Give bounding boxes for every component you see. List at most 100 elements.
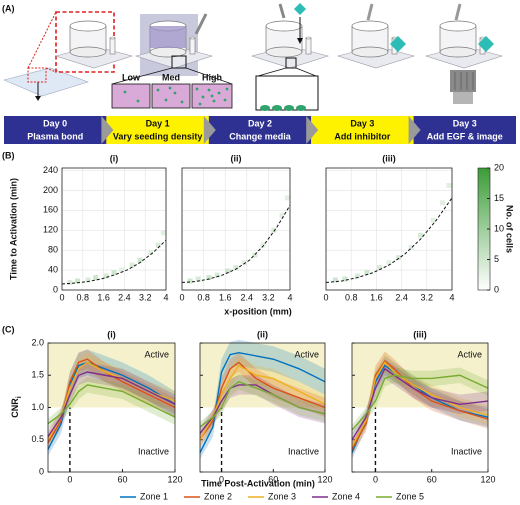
x-tick-label: 2.4 [395,292,408,302]
y-tick-label: 200 [43,185,58,195]
cell-bin [418,232,423,238]
cell-bin [147,250,153,256]
cell-bin [342,276,348,282]
plot-area [62,168,166,290]
y-axis-label: CNRi [10,396,22,418]
x-tick-label: 120 [167,474,182,484]
plot-title: (ii) [257,329,268,339]
series-line [199,364,326,441]
x-tick-label: 60 [117,474,127,484]
inhibitor-icon [337,3,415,69]
legend-label: Zone 1 [140,491,168,501]
cell-bin [241,260,247,266]
timeline-day: Day 2 [248,118,272,128]
annotation: Inactive [288,446,319,456]
error-band [352,367,488,436]
series-line [199,380,326,428]
timeline-arrow [203,116,216,144]
plot-frame [325,167,453,291]
timeline-action: Change media [229,131,292,141]
error-band [48,349,175,456]
x-tick-label: 2.4 [241,292,254,302]
colorbar-tick-label: 15 [494,193,504,203]
annotation: Active [294,349,319,359]
timeline-arrow [306,116,319,144]
error-band [48,362,175,443]
x-tick-label: 4 [449,292,454,302]
x-tick-label: 3.2 [262,292,275,302]
cell-bin [129,262,135,268]
cell-bin [137,257,143,263]
y-tick-label: 160 [43,205,58,215]
fit-line [181,205,291,284]
cell-bin [103,273,109,279]
cell-bin [430,217,436,223]
error-band [200,375,325,440]
cell-bin [206,275,212,281]
x-tick-label: 60 [268,474,278,484]
plot-frame [181,167,291,291]
cell-bin [160,230,166,236]
y-axis-label: Time to Activation (min) [8,178,18,280]
y-tick-label: 40 [48,264,58,274]
legend-label: Zone 2 [204,491,232,501]
timeline-step [4,116,107,144]
colorbar-tick-label: 10 [494,223,504,233]
x-axis-label: x-position (mm) [224,306,292,316]
annotation: Active [144,349,169,359]
timeline-step [311,116,414,144]
density-label: Med [162,72,180,82]
y-axis-label-sub: i [16,396,23,398]
error-band [48,352,175,447]
plot-area [326,168,452,290]
x-tick-label: 4 [163,292,168,302]
panel-label: (C) [2,324,15,334]
cell-bin [119,267,125,273]
x-tick-label: 1.6 [370,292,383,302]
density-boxes [111,83,233,109]
y-tick-label: 0 [39,466,44,476]
x-tick-label: 0 [219,474,224,484]
cell-bin [364,270,370,276]
x-tick-label: 0 [67,474,72,484]
annotation: Inactive [451,446,482,456]
x-tick-label: 60 [427,474,437,484]
cell-bin [395,255,401,261]
colorbar-label: No. of cells [505,205,515,253]
media-icon [251,3,329,111]
x-tick-label: 4 [287,292,292,302]
x-tick-label: 3.2 [139,292,152,302]
plot-title: (i) [107,329,116,339]
plot-frame [351,342,489,473]
x-tick-label: 0.8 [197,292,210,302]
cell-bin [111,270,117,276]
chip-overview [3,11,89,101]
plot-title: (ii) [231,153,242,163]
cell-bin [279,212,285,218]
timeline-step [208,116,312,144]
cell-bin [187,278,193,284]
plot-frame [199,342,326,473]
x-tick-label: 0.8 [77,292,90,302]
cell-bin [214,272,220,278]
x-axis-label: Time Post-Activation (min) [201,478,315,488]
x-tick-label: 0.8 [345,292,358,302]
y-axis-label-main: CNR [10,398,20,418]
timeline-day: Day 3 [453,118,477,128]
y-tick-label: 80 [48,245,58,255]
cell-bin [67,280,73,286]
x-tick-label: 0 [59,292,64,302]
density-label: High [202,72,222,82]
timeline-day: Day 0 [43,118,67,128]
error-band [200,355,325,447]
y-tick-label: 240 [43,165,58,175]
cell-bin [155,242,161,248]
cell-bin [271,227,277,233]
timeline: Day 0 Plasma bond Day 1 Vary seeding densit… [4,116,516,144]
imaging-icon [425,3,503,104]
colorbar-tick-label: 20 [494,162,504,172]
active-region [352,343,488,408]
timeline-action: Vary seeding density [113,131,203,141]
timeline-step [106,116,209,144]
